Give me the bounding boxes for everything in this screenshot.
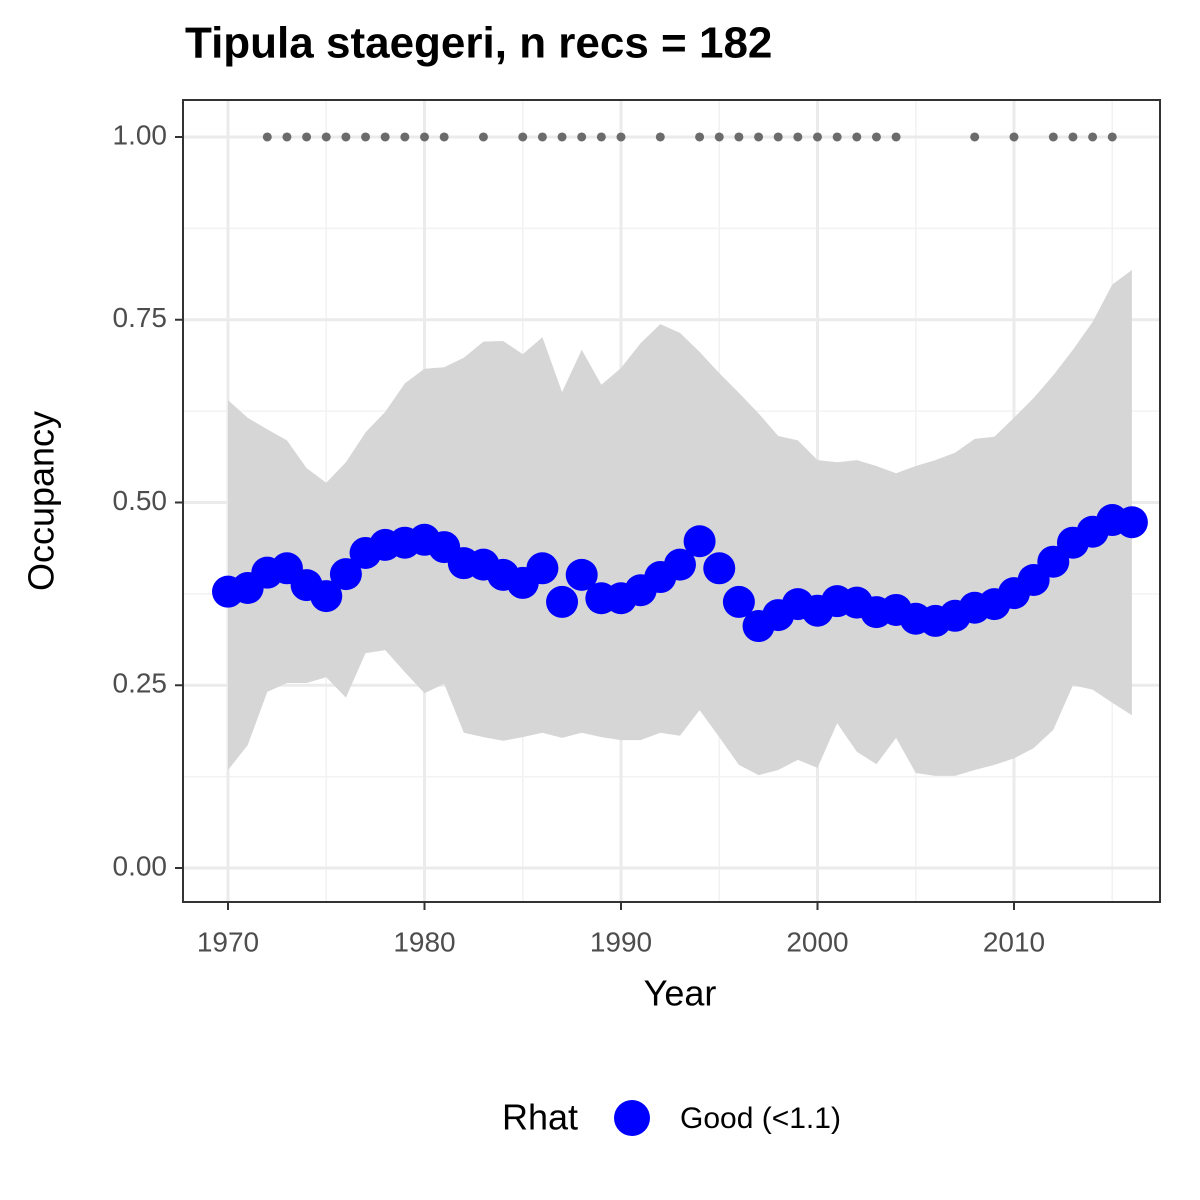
x-tick-label: 2000: [786, 926, 848, 957]
occupancy-point: [1115, 506, 1148, 539]
record-point: [341, 132, 351, 142]
record-point: [321, 132, 331, 142]
legend-title: Rhat: [502, 1097, 578, 1138]
record-point: [439, 132, 449, 142]
record-point: [754, 132, 764, 142]
occupancy-point: [683, 525, 716, 558]
occupancy-point: [663, 548, 696, 581]
record-point: [478, 132, 488, 142]
record-point: [655, 132, 665, 142]
record-point: [812, 132, 822, 142]
y-tick-label: 1.00: [113, 119, 168, 150]
occupancy-point: [310, 580, 343, 613]
occupancy-point: [1037, 545, 1070, 578]
record-point: [1048, 132, 1058, 142]
record-point: [537, 132, 547, 142]
x-axis-title: Year: [644, 973, 717, 1014]
record-point: [1088, 132, 1098, 142]
record-point: [596, 132, 606, 142]
record-point: [577, 132, 587, 142]
confidence-band: [227, 270, 1132, 776]
record-point: [714, 132, 724, 142]
record-point: [518, 132, 528, 142]
record-point: [419, 132, 429, 142]
x-tick-label: 1990: [590, 926, 652, 957]
y-tick-label: 0.75: [113, 302, 168, 333]
occupancy-point: [722, 585, 755, 618]
record-point: [1107, 132, 1117, 142]
y-axis-title: Occupancy: [21, 411, 62, 591]
y-tick-label: 0.00: [113, 850, 168, 881]
record-point: [871, 132, 881, 142]
record-point: [361, 132, 371, 142]
record-point: [557, 132, 567, 142]
occupancy-point: [703, 552, 736, 585]
record-point: [616, 132, 626, 142]
record-point: [891, 132, 901, 142]
y-tick-label: 0.50: [113, 485, 168, 516]
x-tick-label: 1970: [197, 926, 259, 957]
record-point: [282, 132, 292, 142]
record-point: [734, 132, 744, 142]
record-point: [695, 132, 705, 142]
legend-label: Good (<1.1): [680, 1102, 841, 1135]
record-point: [1009, 132, 1019, 142]
record-point: [400, 132, 410, 142]
x-tick-label: 1980: [393, 926, 455, 957]
record-point: [262, 132, 272, 142]
legend-marker: [614, 1100, 650, 1136]
record-point: [380, 132, 390, 142]
record-point: [832, 132, 842, 142]
record-point: [302, 132, 312, 142]
x-tick-label: 2010: [983, 926, 1045, 957]
occupancy-point: [546, 585, 579, 618]
occupancy-point: [526, 552, 559, 585]
record-point: [1068, 132, 1078, 142]
record-point: [773, 132, 783, 142]
occupancy-point: [565, 558, 598, 591]
occupancy-point: [329, 558, 362, 591]
record-point: [852, 132, 862, 142]
chart-title: Tipula staegeri, n recs = 182: [185, 19, 772, 68]
record-point: [793, 132, 803, 142]
record-point: [970, 132, 980, 142]
panel-border: [182, 99, 1161, 903]
y-tick-label: 0.25: [113, 668, 168, 699]
